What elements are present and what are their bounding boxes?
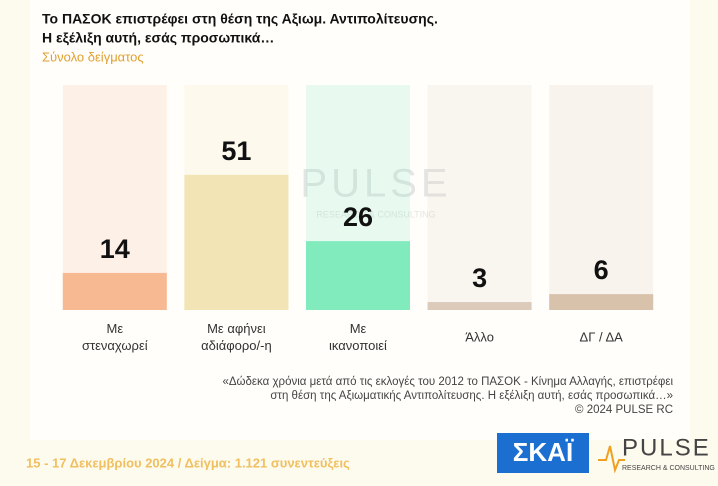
subtitle: Σύνολο δείγματος <box>42 49 144 64</box>
value-label: 6 <box>594 255 609 285</box>
value-label: 14 <box>100 234 130 264</box>
chart-title: Το ΠΑΣΟΚ επιστρέφει στη θέση της Αξιωμ. … <box>42 11 438 27</box>
column-background <box>549 85 654 310</box>
skai-logo-text: ΣΚΑΪ <box>513 437 574 467</box>
skai-logo <box>497 433 589 473</box>
pulse-logo: PULSE <box>622 434 711 461</box>
footnote: «Δώδεκα χρόνια μετά από τις εκλογές του … <box>222 376 673 388</box>
value-label: 3 <box>472 263 487 293</box>
bar <box>427 302 532 310</box>
x-tick-label: στεναχωρεί <box>82 338 148 353</box>
x-tick-label: Με <box>350 321 367 336</box>
bar <box>306 241 410 310</box>
bar <box>549 294 654 310</box>
copyright: © 2024 PULSE RC <box>575 404 673 416</box>
chart-title: Η εξέλιξη αυτή, εσάς προσωπικά… <box>42 30 274 46</box>
x-tick-label: ικανοποιεί <box>329 338 387 353</box>
pulse-icon <box>598 445 625 474</box>
bar <box>184 174 289 310</box>
watermark: PULSE <box>300 162 451 206</box>
x-tick-label: αδιάφορο/-η <box>201 338 272 353</box>
column-background <box>427 85 532 310</box>
x-tick-label: Με <box>106 321 123 336</box>
pulse-logo-sub: RESEARCH & CONSULTING <box>622 465 715 472</box>
fieldwork: 15 - 17 Δεκεμβρίου 2024 / Δείγμα: 1.121 … <box>26 455 350 470</box>
x-tick-label: Με αφήνει <box>207 321 266 336</box>
value-label: 26 <box>343 202 373 232</box>
panel <box>30 0 690 440</box>
footnote: στη θέση της Αξιωματικής Αντιπολίτευσης.… <box>270 390 673 402</box>
watermark-sub: RESEARCH & CONSULTING <box>316 209 435 219</box>
column-background <box>62 85 167 310</box>
x-tick-label: Άλλο <box>465 329 494 344</box>
value-label: 51 <box>221 136 251 166</box>
x-tick-label: ΔΓ / ΔΑ <box>580 329 624 344</box>
bar <box>62 272 167 310</box>
